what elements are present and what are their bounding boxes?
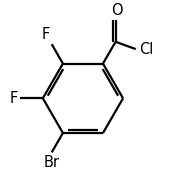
- Text: O: O: [111, 3, 122, 18]
- Text: Br: Br: [44, 155, 60, 170]
- Text: F: F: [42, 27, 50, 42]
- Text: Cl: Cl: [139, 42, 153, 57]
- Text: F: F: [10, 91, 18, 106]
